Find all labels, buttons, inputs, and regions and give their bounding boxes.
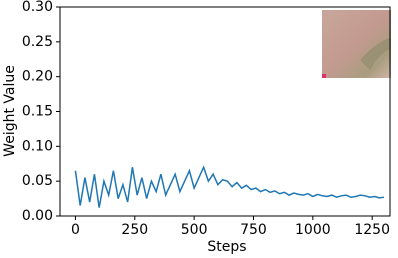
y-tick-label: 0.00	[22, 208, 53, 224]
inset-image-detail	[322, 74, 326, 78]
x-tick-label: 500	[181, 222, 208, 238]
x-tick-label: 0	[71, 222, 80, 238]
y-tick-label: 0.05	[22, 173, 53, 189]
y-tick-label: 0.30	[22, 0, 53, 15]
y-tick-label: 0.15	[22, 104, 53, 120]
x-tick-label: 1000	[295, 222, 331, 238]
y-tick-label: 0.25	[22, 34, 53, 50]
x-axis-label: Steps	[207, 239, 246, 255]
line-series	[74, 165, 385, 208]
y-tick-label: 0.20	[22, 69, 53, 85]
y-axis-label: Weight Value	[2, 65, 18, 157]
plot-frame	[59, 6, 391, 217]
x-tick-label: 250	[121, 222, 148, 238]
y-tick-label: 0.10	[22, 138, 53, 154]
x-tick-label: 1250	[354, 222, 390, 238]
x-tick-label: 750	[240, 222, 267, 238]
inset-image-detail	[360, 38, 391, 70]
